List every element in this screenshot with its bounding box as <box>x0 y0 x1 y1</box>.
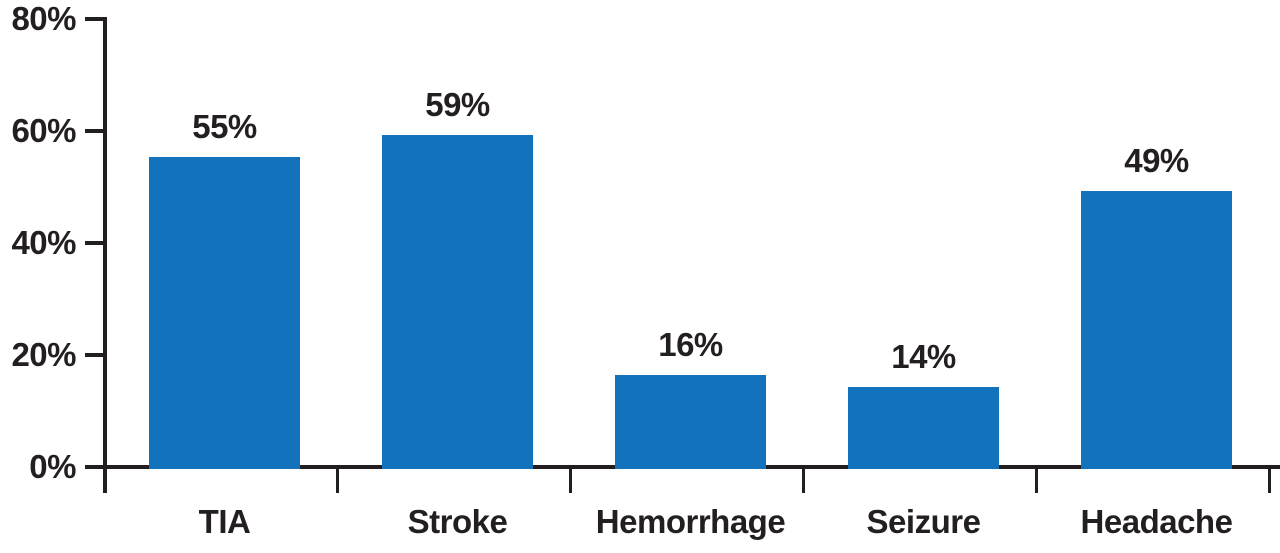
x-axis-tick <box>1035 465 1038 493</box>
y-axis-tick-label: 60% <box>11 112 76 149</box>
bar-value-label: 59% <box>425 85 490 123</box>
x-category-label: Hemorrhage <box>595 503 786 540</box>
bar-stroke <box>382 134 533 469</box>
x-category-label: Stroke <box>407 503 508 540</box>
bar-value-label: 14% <box>891 337 956 375</box>
bar-tia <box>149 157 300 469</box>
y-axis-tick <box>85 353 107 357</box>
y-axis-tick <box>85 129 107 133</box>
x-axis-tick <box>336 465 339 493</box>
y-axis-tick-label: 80% <box>11 0 76 37</box>
y-axis-tick-label: 0% <box>29 448 76 485</box>
x-axis-tick <box>802 465 805 493</box>
x-category-label: Seizure <box>866 503 981 540</box>
bar-headache <box>1081 190 1232 469</box>
x-category-label: Headache <box>1080 503 1233 540</box>
x-axis-tick <box>1268 465 1271 493</box>
bar-seizure <box>848 386 999 469</box>
x-category-label: TIA <box>198 503 251 540</box>
y-axis-tick-label: 40% <box>11 224 76 261</box>
bar-value-label: 16% <box>658 326 723 364</box>
y-axis-line <box>103 17 107 493</box>
x-axis-tick <box>569 465 572 493</box>
bar-hemorrhage <box>615 375 766 469</box>
bar-value-label: 49% <box>1124 141 1189 179</box>
bar-value-label: 55% <box>192 108 257 145</box>
y-axis-tick-label: 20% <box>11 336 76 373</box>
y-axis-tick <box>85 17 107 21</box>
y-axis-tick <box>85 465 103 469</box>
y-axis-tick <box>85 241 107 245</box>
